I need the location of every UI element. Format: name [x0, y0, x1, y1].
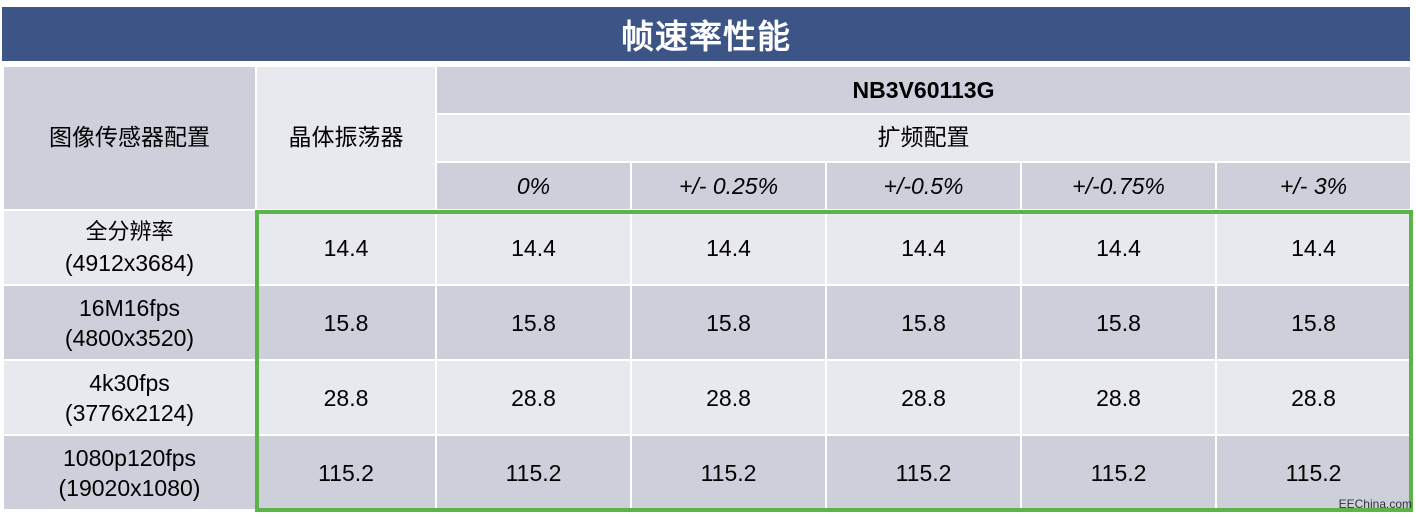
- watermark: EEChina.com: [1338, 497, 1412, 511]
- value-cell: 28.8: [1020, 359, 1217, 436]
- row-mode-name: 全分辨率: [85, 219, 174, 245]
- value-cell: 28.8: [435, 359, 632, 436]
- value-cell: 14.4: [435, 209, 632, 286]
- value-cell: 115.2: [255, 434, 437, 511]
- value-cell: 15.8: [255, 284, 437, 361]
- value-cell: 14.4: [825, 209, 1022, 286]
- row-mode-name: 1080p120fps: [62, 444, 196, 471]
- value-cell: 28.8: [1214, 359, 1413, 436]
- row-label-cell: 16M16fps (4800x3520): [2, 284, 257, 361]
- value-cell: 14.4: [1020, 209, 1217, 286]
- value-cell: 15.8: [825, 284, 1022, 361]
- table-row: 16M16fps (4800x3520) 15.8 15.8 15.8 15.8…: [2, 284, 1413, 361]
- row-mode-name: 4k30fps: [89, 369, 170, 396]
- row-resolution: (4800x3520): [64, 324, 195, 351]
- value-cell: 115.2: [435, 434, 632, 511]
- value-cell: 15.8: [435, 284, 632, 361]
- value-cell: 115.2: [825, 434, 1022, 511]
- table-row: 4k30fps (3776x2124) 28.8 28.8 28.8 28.8 …: [2, 359, 1413, 436]
- header-crystal-oscillator: 晶体振荡器: [255, 65, 437, 211]
- header-spread-level: +/- 0.25%: [630, 161, 827, 211]
- value-cell: 28.8: [630, 359, 827, 436]
- value-cell: 115.2: [1020, 434, 1217, 511]
- value-cell: 28.8: [255, 359, 437, 436]
- row-label-cell: 4k30fps (3776x2124): [2, 359, 257, 436]
- row-resolution: (19020x1080): [58, 474, 201, 501]
- header-device: NB3V60113G: [434, 65, 1413, 115]
- frame-rate-table: 图像传感器配置 晶体振荡器 NB3V60113G 扩频配置 0% +/- 0.2…: [2, 65, 1413, 511]
- value-cell: 14.4: [630, 209, 827, 286]
- table-row: 1080p120fps (19020x1080) 115.2 115.2 115…: [2, 434, 1413, 511]
- row-mode-name: 16M16fps: [78, 294, 180, 321]
- header-sensor-config: 图像传感器配置: [2, 65, 257, 211]
- value-cell: 15.8: [1214, 284, 1413, 361]
- value-cell: 115.2: [630, 434, 827, 511]
- row-label-cell: 1080p120fps (19020x1080): [2, 434, 257, 511]
- value-cell: 15.8: [1020, 284, 1217, 361]
- table-row: 全分辨率 (4912x3684) 14.4 14.4 14.4 14.4 14.…: [2, 209, 1413, 286]
- value-cell: 14.4: [1214, 209, 1413, 286]
- row-label-cell: 全分辨率 (4912x3684): [2, 209, 257, 286]
- value-cell: 14.4: [255, 209, 437, 286]
- value-cell: 15.8: [630, 284, 827, 361]
- header-spread-level: +/- 3%: [1214, 161, 1413, 211]
- value-cell: 115.2: [1214, 434, 1413, 511]
- value-cell: 28.8: [825, 359, 1022, 436]
- table-title: 帧速率性能: [2, 7, 1410, 61]
- header-spread-level: +/-0.5%: [825, 161, 1022, 211]
- header-spread-config: 扩频配置: [434, 113, 1413, 163]
- header-spread-level: +/-0.75%: [1020, 161, 1217, 211]
- row-resolution: (3776x2124): [64, 399, 195, 426]
- header-spread-level: 0%: [435, 161, 632, 211]
- row-resolution: (4912x3684): [64, 249, 195, 276]
